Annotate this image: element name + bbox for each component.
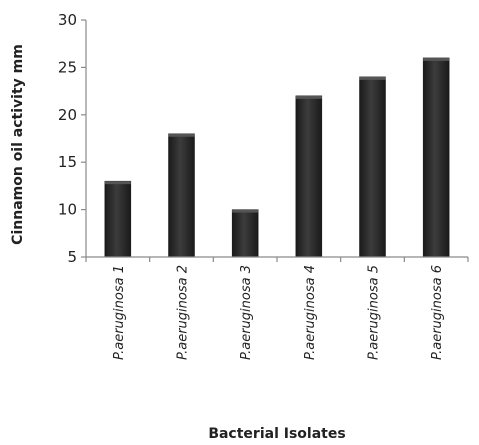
axes-group bbox=[81, 19, 469, 262]
bar-cap-3 bbox=[232, 209, 259, 213]
y-tick-label: 15 bbox=[58, 153, 77, 171]
bar-1 bbox=[104, 180, 132, 258]
bar-4 bbox=[295, 95, 323, 258]
y-tick-label: 5 bbox=[67, 248, 77, 266]
bar-2 bbox=[168, 133, 195, 258]
y-tick-label: 20 bbox=[58, 106, 77, 124]
y-axis-title: Cinnamon oil activity mm bbox=[10, 44, 26, 245]
x-category-label: P.aeruginosa 3 bbox=[239, 265, 254, 360]
bar-cap-4 bbox=[295, 95, 322, 99]
bar-cap-1 bbox=[104, 181, 131, 185]
x-axis-title: Bacterial Isolates bbox=[208, 426, 345, 442]
x-category-label: P.aeruginosa 1 bbox=[112, 265, 127, 360]
labels-group: 5 10 15 20 25 30 P.aeruginosa 1 P.aeruginosa 2 P… bbox=[58, 11, 445, 360]
bar-cap-2 bbox=[168, 133, 195, 137]
x-category-label: P.aeruginosa 4 bbox=[303, 265, 318, 360]
bar-5 bbox=[359, 76, 386, 258]
bar-cap-6 bbox=[423, 57, 450, 61]
bar-cap-5 bbox=[359, 76, 386, 80]
y-tick-label: 10 bbox=[58, 201, 77, 219]
bar-3 bbox=[231, 209, 259, 258]
x-category-label: P.aeruginosa 2 bbox=[176, 265, 191, 360]
y-tick-label: 30 bbox=[58, 11, 77, 29]
y-tick-label: 25 bbox=[58, 58, 77, 76]
x-category-label: P.aeruginosa 5 bbox=[367, 265, 382, 360]
bar-6 bbox=[422, 57, 450, 258]
x-category-label: P.aeruginosa 6 bbox=[430, 265, 445, 360]
bars-group bbox=[104, 57, 450, 258]
